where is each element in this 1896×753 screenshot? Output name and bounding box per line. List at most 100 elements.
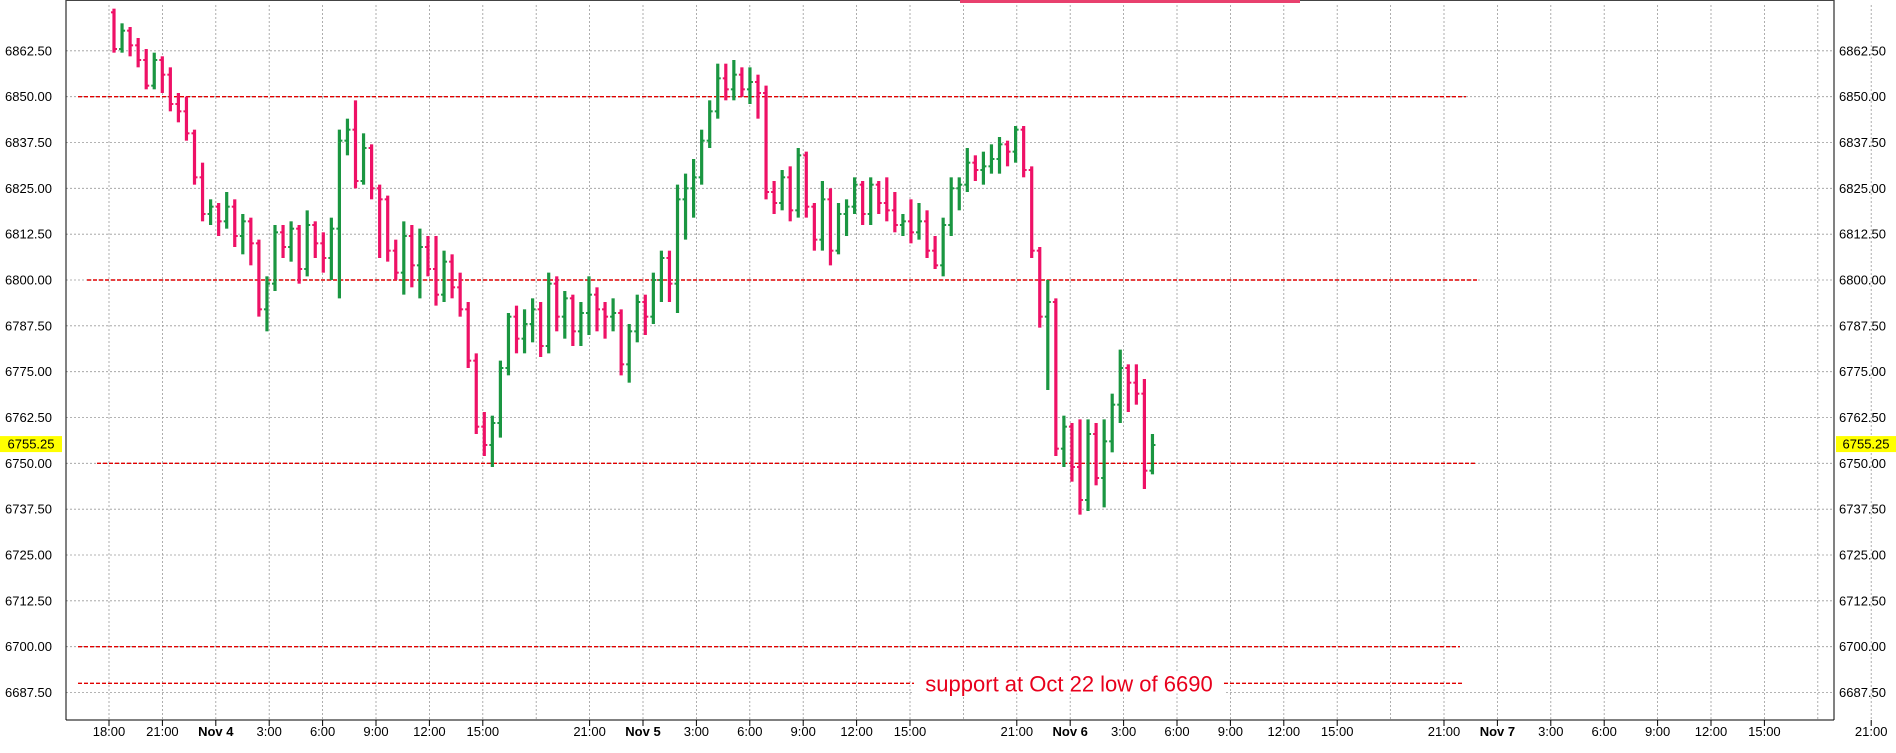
ohlc-bar	[851, 177, 858, 214]
y-tick-label-right: 6812.50	[1839, 227, 1886, 242]
ohlc-bar	[819, 181, 826, 251]
ohlc-bar	[948, 177, 955, 236]
ohlc-bar	[239, 214, 246, 255]
ohlc-bar	[304, 210, 311, 277]
ohlc-bar	[730, 60, 737, 101]
ohlc-bar	[159, 56, 166, 93]
ohlc-bar	[457, 272, 464, 317]
ohlc-bar	[360, 133, 367, 185]
ohlc-bar	[384, 195, 391, 262]
ohlc-bar	[626, 324, 633, 383]
ohlc-bar	[835, 203, 842, 255]
ohlc-bar	[545, 272, 552, 354]
ohlc-bar	[658, 250, 665, 302]
ohlc-bar	[650, 272, 657, 324]
x-tick-label: 3:00	[684, 724, 709, 739]
ohlc-bar	[577, 302, 584, 346]
ohlc-bar	[1077, 419, 1083, 515]
ohlc-bar	[940, 217, 947, 277]
ohlc-bar	[231, 199, 238, 247]
x-tick-label: 15:00	[1321, 724, 1354, 739]
ohlc-bar	[585, 276, 592, 335]
ohlc-bar	[288, 221, 295, 262]
x-tick-label: 12:00	[1268, 724, 1301, 739]
ohlc-bar	[151, 52, 158, 90]
ohlc-bar	[537, 302, 544, 357]
ohlc-bar	[803, 151, 810, 218]
last-price-label-left: 6755.25	[8, 437, 55, 452]
ohlc-bar	[1085, 419, 1092, 511]
x-tick-label-day: Nov 5	[625, 724, 660, 739]
x-tick-label: 15:00	[1748, 724, 1781, 739]
ohlc-bar	[569, 294, 576, 346]
ohlc-bar	[424, 236, 431, 277]
ohlc-bar	[827, 188, 834, 266]
ohlc-bar	[296, 225, 303, 284]
ohlc-bar	[247, 217, 254, 266]
y-tick-label-left: 6700.00	[5, 639, 52, 654]
ohlc-bar	[698, 129, 705, 185]
y-tick-label-left: 6862.50	[5, 43, 52, 58]
ohlc-bar	[1133, 364, 1140, 405]
y-tick-label-left: 6712.50	[5, 593, 52, 608]
ohlc-bar	[481, 412, 488, 456]
ohlc-bar	[433, 236, 439, 306]
last-price-label-right: 6755.25	[1843, 437, 1890, 452]
ohlc-bar	[223, 192, 230, 229]
ohlc-bar	[127, 27, 134, 57]
ohlc-bar	[1101, 419, 1108, 508]
y-tick-label-right: 6825.00	[1839, 181, 1886, 196]
ohlc-bar	[907, 199, 914, 244]
x-tick-label-day: Nov 6	[1052, 724, 1087, 739]
ohlc-bar	[215, 203, 222, 236]
ohlc-bar	[416, 228, 423, 299]
ohlc-bar	[529, 298, 536, 343]
y-tick-label-right: 6762.50	[1839, 410, 1886, 425]
x-tick-label: 6:00	[1592, 724, 1617, 739]
y-tick-label-right: 6712.50	[1839, 593, 1886, 608]
ohlc-bar	[1149, 434, 1156, 475]
ohlc-bar	[336, 129, 343, 299]
ohlc-bar	[722, 63, 729, 101]
ohlc-bar	[787, 166, 794, 222]
horizontal-levels	[78, 95, 1478, 685]
x-tick-label: 9:00	[1645, 724, 1670, 739]
y-tick-label-left: 6750.00	[5, 456, 52, 471]
y-tick-label-left: 6837.50	[5, 135, 52, 150]
x-tick-label: 6:00	[737, 724, 762, 739]
y-tick-label-right: 6787.50	[1839, 318, 1886, 333]
x-tick-label: 6:00	[310, 724, 335, 739]
ohlc-bar	[706, 100, 713, 148]
ohlc-bar	[561, 291, 568, 339]
ohlc-bar	[400, 221, 407, 295]
ohlc-bar	[642, 294, 649, 335]
ohlc-bar	[352, 100, 359, 189]
annotations: support at Oct 22 low of 6690	[914, 671, 1224, 696]
ohlc-bar	[183, 96, 190, 141]
ohlc-bar	[956, 177, 963, 211]
ohlc-bar	[594, 287, 600, 332]
ohlc-bar	[1052, 298, 1059, 456]
ohlc-bars	[111, 8, 1156, 515]
y-tick-label-left: 6725.00	[5, 548, 52, 563]
y-tick-label-right: 6750.00	[1839, 456, 1886, 471]
y-tick-label-right: 6837.50	[1839, 135, 1886, 150]
y-tick-label-left: 6800.00	[5, 273, 52, 288]
ohlc-bar	[1093, 423, 1100, 486]
y-tick-label-left: 6825.00	[5, 181, 52, 196]
x-tick-label: 3:00	[1111, 724, 1136, 739]
ohlc-bar	[263, 276, 270, 332]
ohlc-bar	[738, 67, 745, 97]
x-tick-label: 21:00	[573, 724, 606, 739]
x-tick-label: 9:00	[363, 724, 388, 739]
x-tick-label: 12:00	[413, 724, 446, 739]
ohlc-bar	[1036, 247, 1043, 328]
ohlc-bar	[328, 217, 335, 280]
ohlc-bar	[497, 360, 504, 438]
ohlc-bar	[207, 199, 214, 225]
ohlc-bar	[143, 49, 150, 90]
x-tick-label: 3:00	[1538, 724, 1563, 739]
ohlc-bar	[1109, 393, 1116, 453]
x-tick-label: 21:00	[1001, 724, 1034, 739]
